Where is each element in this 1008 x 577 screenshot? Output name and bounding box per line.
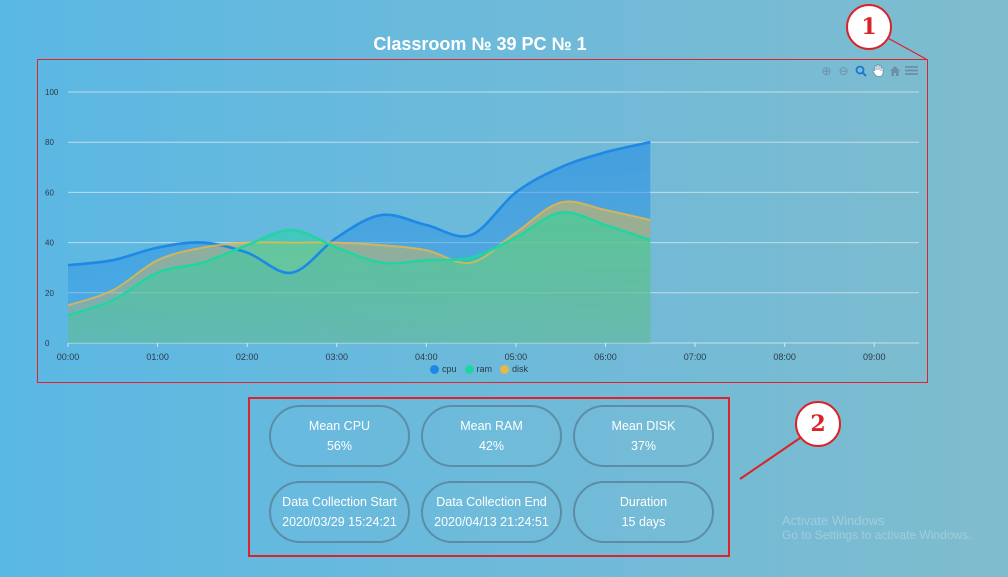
activate-windows-watermark: Activate Windows Go to Settings to activ… [782,513,972,543]
x-tick-label: 07:00 [684,352,707,362]
series-line-cpu [67,140,651,275]
stat-value-mean-ram: 42% [478,439,505,453]
stat-value-duration: 15 days [621,515,666,529]
series-line-disk [67,200,651,307]
stat-card-collection-end: Data Collection End 2020/04/13 21:24:51 [421,481,562,543]
y-tick-label: 80 [45,138,54,147]
zoom-in-icon[interactable]: ⊕ [821,63,832,78]
chart-legend: cpu ram disk [430,364,528,374]
annotation-marker-2: 2 [795,401,841,447]
y-tick-label: 100 [45,88,59,97]
stat-card-mean-disk: Mean DISK 37% [573,405,714,467]
stat-label-collection-start: Data Collection Start [282,495,397,509]
stat-label-mean-cpu: Mean CPU [308,419,371,433]
page-title: Classroom № 39 PC № 1 [373,34,587,54]
area-ram [68,212,651,343]
legend-dot-cpu [430,364,439,374]
legend-dot-disk [500,364,510,374]
annotation-marker-1: 1 [846,4,892,50]
magnifier-icon[interactable] [854,64,867,77]
y-tick-label: 40 [45,239,54,248]
legend-dot-ram [464,364,474,374]
watermark-subtitle: Go to Settings to activate Windows. [782,528,972,542]
stat-card-mean-ram: Mean RAM 42% [421,405,562,467]
legend-item-ram[interactable]: ram [464,364,493,374]
stat-value-collection-end: 2020/04/13 21:24:51 [434,515,549,529]
stat-label-duration: Duration [619,495,668,509]
series-line-ram [67,211,651,317]
home-icon[interactable] [888,64,901,77]
stat-value-mean-cpu: 56% [326,439,353,453]
y-tick-label: 20 [45,289,54,298]
stat-card-duration: Duration 15 days [573,481,714,543]
stat-card-collection-start: Data Collection Start 2020/03/29 15:24:2… [269,481,410,543]
x-tick-label: 08:00 [773,352,796,362]
legend-item-cpu[interactable]: cpu [430,364,457,374]
stat-value-mean-disk: 37% [630,439,657,453]
chart[interactable]: 0 20 40 60 80 100 00:00 01:00 02:00 03:00 04:00 05:… [37,59,926,381]
stat-value-collection-start: 2020/03/29 15:24:21 [282,515,397,529]
legend-item-disk[interactable]: disk [500,364,528,374]
stat-label-mean-disk: Mean DISK [611,419,676,433]
stat-label-mean-ram: Mean RAM [460,419,523,433]
x-tick-label: 02:00 [236,352,259,362]
pan-hand-icon[interactable] [871,64,884,77]
y-tick-label: 0 [45,339,50,348]
legend-label-ram: ram [476,364,493,374]
x-tick-label: 09:00 [863,352,886,362]
chart-toolbar: ⊕ ⊖ [820,64,918,77]
stat-card-mean-cpu: Mean CPU 56% [269,405,410,467]
x-tick-label: 04:00 [415,352,438,362]
legend-label-disk: disk [512,364,529,374]
menu-icon[interactable] [905,64,918,77]
x-tick-label: 01:00 [146,352,169,362]
x-tick-label: 05:00 [505,352,528,362]
x-tick-label: 06:00 [594,352,617,362]
stat-label-collection-end: Data Collection End [436,495,547,509]
x-tick-label: 00:00 [57,352,80,362]
legend-label-cpu: cpu [442,364,457,374]
y-tick-label: 60 [45,188,54,197]
annotation-box-stats [248,397,730,557]
annotation-box-chart [37,59,928,383]
watermark-title: Activate Windows [782,513,885,528]
zoom-out-icon[interactable]: ⊖ [838,63,849,78]
x-tick-label: 03:00 [325,352,348,362]
